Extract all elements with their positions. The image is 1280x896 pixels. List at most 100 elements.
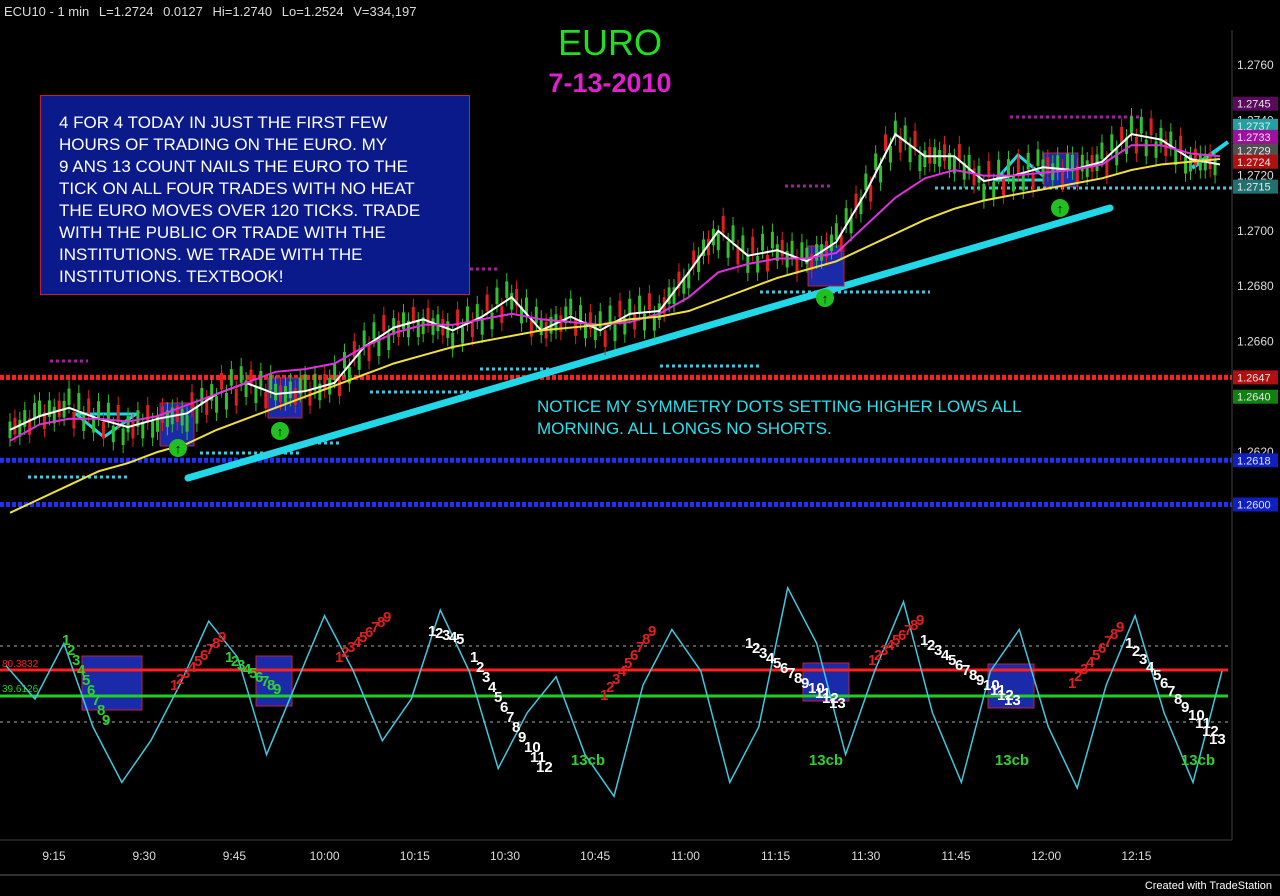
candle-body — [628, 298, 632, 316]
candle-body — [583, 321, 587, 339]
candle-body — [1193, 148, 1197, 166]
candle-body — [529, 319, 533, 337]
count-label: 5 — [82, 672, 90, 689]
candle-body — [1075, 165, 1079, 183]
candle-body — [92, 416, 96, 433]
candle-body — [382, 314, 386, 332]
count-label: 8 — [267, 677, 275, 694]
count-label: 11 — [815, 685, 831, 702]
count-label: 4 — [618, 663, 627, 680]
candle-body — [839, 235, 843, 252]
candle-body — [908, 145, 912, 163]
candle-body — [357, 353, 361, 370]
x-tick-label: 9:30 — [133, 849, 157, 863]
count-label: 5 — [773, 655, 781, 672]
candle-body — [224, 393, 228, 410]
candle-body — [495, 287, 499, 305]
candle-body — [210, 384, 214, 401]
candle-body — [200, 387, 204, 405]
count-label: 2 — [752, 640, 760, 657]
symmetry-note-line: MORNING. ALL LONGS NO SHORTS. — [537, 419, 832, 438]
count-label: 3 — [759, 645, 767, 662]
candle-body — [333, 363, 337, 381]
candle-body — [997, 159, 1001, 177]
candle-body — [13, 417, 17, 435]
commentary-line: THE EURO MOVES OVER 120 TICKS. TRADE — [59, 201, 421, 220]
count-label: 1 — [428, 623, 436, 640]
y-tick-label: 1.2680 — [1237, 279, 1274, 293]
count-label: 6 — [1098, 640, 1106, 657]
footer-credit: Created with TradeStation — [1144, 880, 1272, 892]
candle-body — [1090, 155, 1094, 172]
count-label: 8 — [1174, 691, 1182, 708]
count-label: 10 — [808, 680, 825, 697]
candle-body — [47, 400, 51, 417]
candle-body — [1159, 127, 1163, 145]
count-label: 6 — [255, 669, 263, 686]
count-label: 8 — [212, 635, 220, 652]
price-label-box — [1233, 389, 1278, 404]
candle-body — [234, 388, 238, 406]
count-label: 8 — [97, 702, 105, 719]
count-label: 1 — [600, 687, 608, 704]
count-label: 9 — [102, 712, 110, 729]
candle-body — [967, 154, 971, 172]
count-label: 7 — [371, 619, 379, 636]
price-label-box — [1233, 453, 1278, 468]
candle-body — [401, 312, 405, 329]
count-label: 1 — [920, 632, 928, 649]
count-label: 4 — [766, 650, 775, 667]
candle-body — [898, 135, 902, 153]
count-label: 1 — [868, 652, 876, 669]
candle-body — [588, 312, 592, 329]
candle-body — [682, 277, 686, 294]
candle-body — [1179, 135, 1183, 153]
candle-body — [524, 297, 528, 315]
candle-body — [579, 305, 583, 322]
price-candles — [8, 108, 1217, 454]
count-label: 13 — [1004, 692, 1021, 709]
price-change: 0.0127 — [163, 4, 203, 19]
count-label: 5 — [892, 632, 900, 649]
candle-body — [854, 193, 858, 211]
count-label: 3 — [72, 652, 80, 669]
candle-body — [972, 168, 976, 186]
count-label: 7 — [904, 622, 912, 639]
candle-body — [775, 244, 779, 261]
candle-body — [87, 398, 91, 416]
count-label: 9 — [383, 609, 391, 626]
candle-body — [1066, 153, 1070, 171]
price-label: 1.2745 — [1237, 99, 1271, 111]
count-label: 6 — [500, 699, 508, 716]
candle-body — [1026, 152, 1030, 170]
price-label-box — [1233, 96, 1278, 111]
count-label: 2 — [67, 642, 75, 659]
candle-body — [328, 377, 332, 395]
count-label: 2 — [1132, 643, 1140, 660]
price-label-box — [1233, 154, 1278, 169]
candle-body — [431, 318, 435, 335]
candle-body — [264, 391, 268, 409]
commentary-line: 9 ANS 13 COUNT NAILS THE EURO TO THE — [59, 157, 408, 176]
count-label: 9 — [916, 612, 924, 629]
candle-body — [795, 257, 799, 274]
buy-arrow-icon — [1051, 199, 1069, 217]
candle-body — [347, 366, 351, 384]
candle-body — [879, 165, 883, 183]
commentary-line: 4 FOR 4 TODAY IN JUST THE FIRST FEW — [59, 113, 388, 132]
price-label: 1.2640 — [1237, 392, 1271, 404]
candle-body — [303, 374, 307, 391]
candle-body — [534, 306, 538, 324]
symmetry-note: NOTICE MY SYMMETRY DOTS SETTING HIGHER L… — [537, 396, 1022, 440]
y-tick-label: 1.2660 — [1237, 334, 1274, 348]
candle-body — [1056, 155, 1060, 172]
count-label: 2 — [606, 679, 614, 696]
candle-body — [342, 351, 346, 369]
candle-body — [465, 306, 469, 324]
candle-body — [180, 408, 184, 426]
count-cb-label: 13cb — [1181, 752, 1215, 769]
buy-arrow-icon: ↑ — [175, 441, 182, 456]
candle-body — [957, 144, 961, 161]
x-tick-label: 10:45 — [580, 849, 610, 863]
